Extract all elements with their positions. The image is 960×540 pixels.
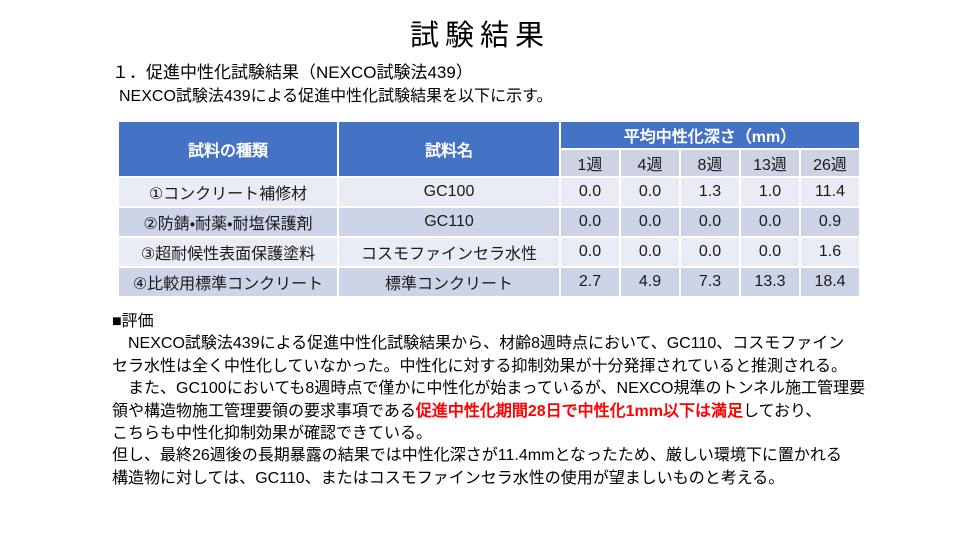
depth-value-cell: 0.0 <box>619 236 681 268</box>
sample-name-cell: GC100 <box>337 176 561 208</box>
depth-value-cell: 13.3 <box>739 266 801 298</box>
evaluation-block: ■評価 NEXCO試験法439による促進中性化試験結果から、材齢8週時点において… <box>112 311 902 490</box>
depth-value-cell: 7.3 <box>679 266 741 298</box>
evaluation-segment: また、GC100においても8週時点で僅かに中性化が始まっているが、NEXCO規準… <box>112 380 866 398</box>
week-header: 26週 <box>798 148 862 178</box>
evaluation-segment: 但し、最終26週後の長期暴露の結果では中性化深さが11.4mmとなったため、厳し… <box>112 447 842 465</box>
week-header: 4週 <box>619 148 681 178</box>
evaluation-line: NEXCO試験法439による促進中性化試験結果から、材齢8週時点において、GC1… <box>112 333 902 355</box>
depth-value-cell: 1.0 <box>739 176 801 208</box>
evaluation-line: こちらも中性化抑制効果が確認できている。 <box>112 423 902 445</box>
depth-value-cell: 0.0 <box>619 176 681 208</box>
depth-value-cell: 11.4 <box>798 176 862 208</box>
evaluation-highlight: 促進中性化期間28日で中性化1mm以下は満足 <box>415 402 743 420</box>
col-header-sample-type: 試料の種類 <box>117 120 339 178</box>
table-row: ③超耐候性表面保護塗料 コスモファインセラ水性 0.0 0.0 0.0 0.0 1.6 <box>117 236 862 268</box>
evaluation-segment: NEXCO試験法439による促進中性化試験結果から、材齢8週時点において、GC1… <box>112 335 845 353</box>
depth-value-cell: 0.0 <box>559 176 621 208</box>
section-heading: １．促進中性化試験結果（NEXCO試験法439） <box>112 63 473 82</box>
depth-value-cell: 0.0 <box>619 206 681 238</box>
depth-value-cell: 0.0 <box>739 236 801 268</box>
table-row: ②防錆・耐薬・耐塩保護剤 GC110 0.0 0.0 0.0 0.0 0.9 <box>117 206 862 238</box>
header-row-main: 試料の種類 試料名 平均中性化深さ（mm） <box>117 120 862 178</box>
evaluation-segment: 領や構造物施工管理要領の要求事項である <box>112 402 416 420</box>
table-row: ①コンクリート補修材 GC100 0.0 0.0 1.3 1.0 11.4 <box>117 176 862 208</box>
evaluation-line: 領や構造物施工管理要領の要求事項である促進中性化期間28日で中性化1mm以下は満… <box>112 401 902 423</box>
depth-value-cell: 0.0 <box>559 206 621 238</box>
sample-name-cell: GC110 <box>337 206 561 238</box>
sample-name-cell: コスモファインセラ水性 <box>337 236 561 268</box>
results-table-wrap: 試料の種類 試料名 平均中性化深さ（mm） 1週 4週 8週 13週 26週 ①… <box>117 120 862 298</box>
page-title: 試験結果 <box>409 20 550 52</box>
col-header-depth-group: 平均中性化深さ（mm） <box>558 120 862 150</box>
section-heading-block: １．促進中性化試験結果（NEXCO試験法439） NEXCO試験法439による促… <box>112 60 553 108</box>
depth-value-cell: 1.6 <box>798 236 862 268</box>
results-table-body: ①コンクリート補修材 GC100 0.0 0.0 1.3 1.0 11.4 ②防錆・耐薬・耐塩… <box>117 176 862 298</box>
sample-type-cell: ①コンクリート補修材 <box>117 176 339 208</box>
evaluation-segment: 構造物に対しては、GC110、またはコスモファインセラ水性の使用が望ましいものと… <box>112 469 785 487</box>
evaluation-text: NEXCO試験法439による促進中性化試験結果から、材齢8週時点において、GC1… <box>112 333 902 490</box>
depth-value-cell: 4.9 <box>619 266 681 298</box>
sample-type-cell: ④比較用標準コンクリート <box>117 266 339 298</box>
evaluation-line: 但し、最終26週後の長期暴露の結果では中性化深さが11.4mmとなったため、厳し… <box>112 445 902 467</box>
evaluation-heading: ■評価 <box>112 313 154 330</box>
depth-value-cell: 2.7 <box>559 266 621 298</box>
depth-value-cell: 0.0 <box>679 236 741 268</box>
depth-value-cell: 0.0 <box>559 236 621 268</box>
depth-value-cell: 0.0 <box>679 206 741 238</box>
evaluation-segment: しており、 <box>743 402 822 420</box>
col-header-sample-name: 試料名 <box>337 120 561 178</box>
header-row-weeks: 1週 4週 8週 13週 26週 <box>118 148 862 178</box>
table-row: ④比較用標準コンクリート 標準コンクリート 2.7 4.9 7.3 13.3 18.4 <box>117 266 862 298</box>
sample-type-cell: ③超耐候性表面保護塗料 <box>117 236 339 268</box>
week-header: 13週 <box>739 148 801 178</box>
sample-type-cell: ②防錆・耐薬・耐塩保護剤 <box>117 206 339 238</box>
evaluation-segment: こちらも中性化抑制効果が確認できている。 <box>112 425 433 443</box>
evaluation-line: また、GC100においても8週時点で僅かに中性化が始まっているが、NEXCO規準… <box>112 378 902 400</box>
results-table: 試料の種類 試料名 平均中性化深さ（mm） 1週 4週 8週 13週 26週 ①… <box>117 120 862 298</box>
depth-value-cell: 18.4 <box>798 266 862 298</box>
week-header: 1週 <box>559 148 621 178</box>
evaluation-line: セラ水性は全く中性化していなかった。中性化に対する抑制効果が十分発揮されていると… <box>112 356 902 378</box>
depth-value-cell: 1.3 <box>679 176 741 208</box>
section-intro: NEXCO試験法439による促進中性化試験結果を以下に示す。 <box>119 88 553 105</box>
depth-value-cell: 0.9 <box>798 206 862 238</box>
week-header: 8週 <box>679 148 741 178</box>
depth-value-cell: 0.0 <box>739 206 801 238</box>
evaluation-line: 構造物に対しては、GC110、またはコスモファインセラ水性の使用が望ましいものと… <box>112 468 902 490</box>
sample-name-cell: 標準コンクリート <box>337 266 561 298</box>
evaluation-segment: セラ水性は全く中性化していなかった。中性化に対する抑制効果が十分発揮されていると… <box>112 357 848 375</box>
